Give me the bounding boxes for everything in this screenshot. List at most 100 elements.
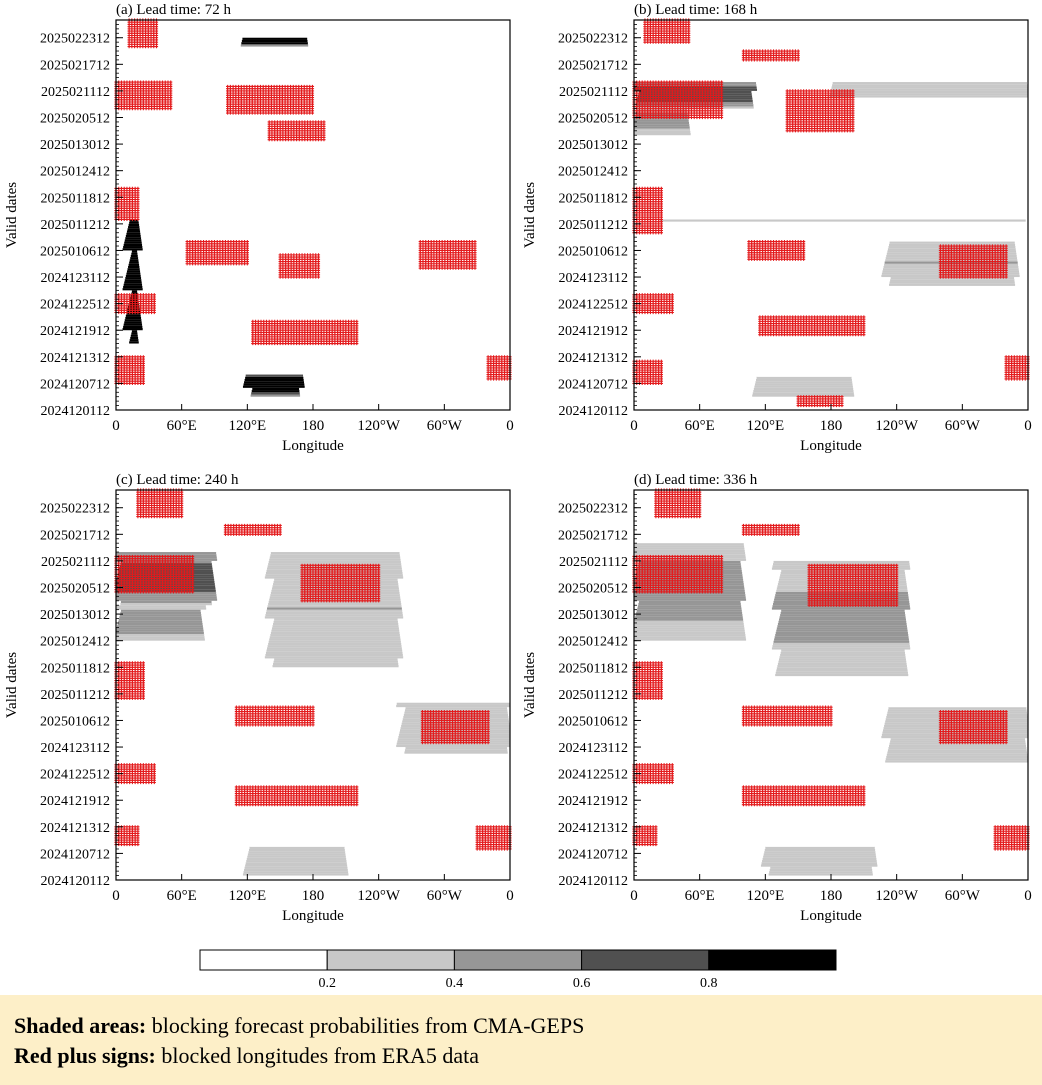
prob-cell [127,268,140,271]
prob-block [122,219,143,344]
prob-cell [890,279,1015,282]
prob-cell [130,336,139,340]
prob-cell [244,378,304,382]
x-tick-label: 120°E [228,418,266,434]
prob-cell [754,385,853,388]
prob-cell [126,312,141,315]
prob-cell [122,328,143,331]
y-tick-label: 2025013012 [40,138,110,153]
prob-cell [658,226,1027,229]
prob-cell [125,237,142,240]
prob-cell [242,385,305,388]
prob-cell [129,299,139,302]
prob-cell [126,270,141,273]
prob-cell [124,239,142,242]
x-tick-label: 60°E [167,418,197,434]
prob-cell [125,234,141,238]
y-tick-label: 2025010612 [40,244,110,259]
prob-cell [651,212,1028,215]
y-tick-label: 2025011812 [41,191,110,206]
prob-cell [889,283,1016,286]
prob-cell [251,392,300,395]
prob-cell [241,42,308,45]
prob-cell [123,323,143,326]
prob-cell [242,37,308,40]
prob-cell [130,294,138,297]
prob-cell [130,254,138,258]
x-tick-label: 120°W [357,418,400,434]
prob-cell [243,383,305,386]
y-tick-label: 2024121912 [40,324,110,339]
prob-cell [245,374,304,377]
prob-cell [756,376,852,379]
prob-cell [128,305,140,309]
prob-cell [656,230,1028,233]
prob-cell [244,381,305,384]
prob-cell [129,259,139,262]
prob-cell [634,119,689,122]
prob-cell [123,243,143,247]
y-tick-label: 2025021112 [41,85,110,100]
prob-cell [131,332,138,335]
prob-cell [128,226,140,229]
prob-cell [124,279,142,282]
panel-title: (a) Lead time: 72 h [116,2,231,18]
prob-cell [128,223,140,227]
y-tick-label: 2025021712 [40,58,110,73]
prob-cell [122,288,143,291]
panel-b [632,18,1030,411]
prob-cell [657,228,1028,231]
prob-cell [124,281,142,284]
prob-cell [828,97,1028,100]
prob-cell [129,301,139,304]
y-axis-label: Valid dates [4,182,20,248]
prob-cell [753,390,854,393]
figure-panels: 2025022312202502171220250211122025020512… [4,2,1032,991]
plot-background [116,20,510,410]
x-tick-label: 180 [302,418,325,434]
prob-block [240,37,309,47]
prob-cell [889,241,1015,244]
prob-cell [251,390,300,393]
prob-cell [128,265,140,269]
y-tick-label: 2024123112 [41,271,110,286]
prob-cell [124,321,142,324]
prob-cell [634,124,690,127]
prob-cell [127,308,140,311]
x-tick-label: 60°W [427,418,463,434]
prob-cell [660,217,1026,220]
x-tick-label: 0 [506,418,514,434]
prob-cell [831,88,1028,91]
prob-cell [130,257,139,260]
y-tick-label: 2024120712 [40,377,110,392]
prob-cell [889,281,1015,284]
prob-cell [131,290,138,293]
prob-cell [122,248,143,251]
prob-block [242,374,305,397]
prob-cell [126,232,141,235]
prob-cell [129,221,139,224]
prob-cell [131,252,138,255]
prob-cell [829,93,1028,96]
prob-cell [754,383,853,386]
prob-cell [753,387,854,391]
prob-cell [128,303,140,306]
prob-cell [659,221,1027,224]
prob-cell [131,292,138,295]
prob-cell [125,316,142,320]
prob-cell [252,387,300,391]
prob-cell [130,334,138,337]
prob-cell [123,325,143,329]
y-tick-label: 2024122512 [40,298,110,313]
y-tick-label: 2024121312 [40,351,110,366]
prob-cell [123,283,143,286]
prob-cell [652,210,1028,213]
prob-cell [125,314,141,317]
prob-cell [659,219,1026,222]
prob-cell [757,374,852,377]
prob-cell [756,378,852,382]
prob-cell [130,296,139,300]
prob-cell [831,86,1028,89]
y-tick-label: 2024120112 [41,404,110,419]
x-axis-label: Longitude [282,438,344,454]
